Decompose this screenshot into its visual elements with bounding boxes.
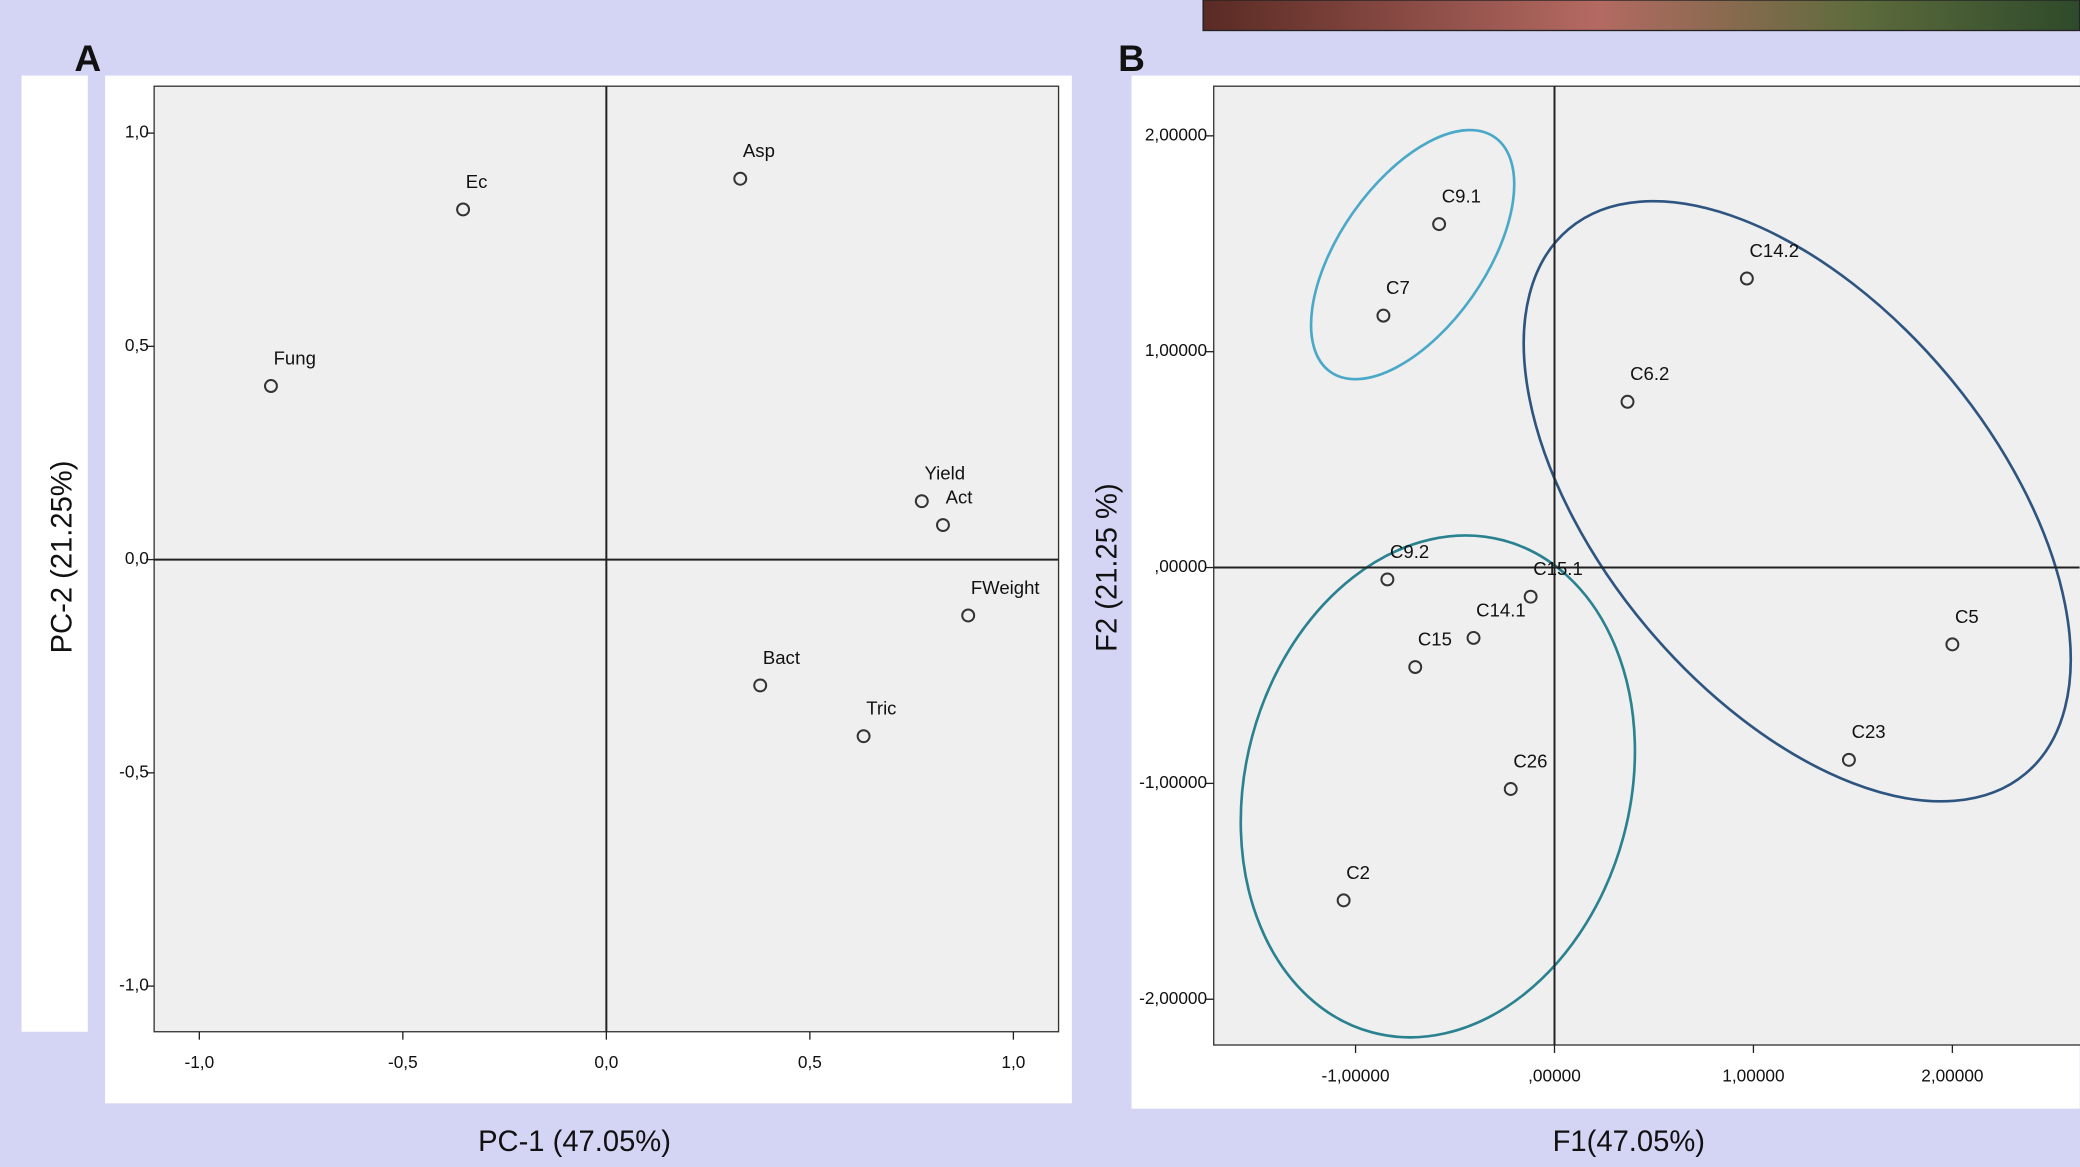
y-tick-label: -0,5 (119, 761, 149, 781)
x-tick-label: ,00000 (1528, 1065, 1581, 1085)
point-label: C9.1 (1442, 186, 1481, 207)
point-label: C26 (1513, 750, 1547, 771)
point-label: C15.1 (1533, 558, 1582, 579)
x-tick-label: -1,00000 (1322, 1065, 1390, 1085)
point-label: FWeight (971, 577, 1041, 598)
point-label: C14.1 (1476, 599, 1526, 620)
y-tick-label: -1,00000 (1139, 772, 1207, 792)
y-tick-label: 1,00000 (1145, 340, 1207, 360)
x-tick-label: 2,00000 (1921, 1065, 1983, 1085)
point-label: C15 (1418, 628, 1452, 649)
plot-area (1214, 86, 2080, 1045)
x-tick-label: -1,0 (184, 1052, 214, 1072)
point-label: Fung (274, 347, 316, 368)
page: {"chart_data": [ {"type": "scatter", "pa… (0, 0, 2080, 1167)
point-label: Ec (466, 171, 488, 192)
panel-label: A (74, 37, 101, 79)
point-label: Yield (924, 463, 965, 484)
point-label: Bact (763, 647, 801, 668)
point-label: C7 (1386, 277, 1410, 298)
x-tick-label: 1,00000 (1722, 1065, 1784, 1085)
y-tick-label: 2,00000 (1145, 124, 1207, 144)
panel-label: B (1118, 37, 1145, 79)
y-tick-label: -1,0 (119, 975, 149, 995)
y-tick-label: 0,5 (125, 335, 149, 355)
point-label: Asp (743, 140, 775, 161)
point-label: C23 (1852, 721, 1886, 742)
photo-strip (1203, 0, 2080, 31)
x-tick-label: 0,5 (798, 1052, 822, 1072)
y-axis-label: PC-2 (21.25%) (47, 461, 79, 654)
point-label: Act (946, 486, 974, 507)
x-tick-label: -0,5 (388, 1052, 418, 1072)
point-label: C6.2 (1630, 363, 1669, 384)
x-tick-label: 1,0 (1001, 1052, 1025, 1072)
x-tick-label: 0,0 (594, 1052, 618, 1072)
point-label: C14.2 (1750, 240, 1799, 261)
point-label: C9.2 (1390, 541, 1429, 562)
point-label: C2 (1346, 862, 1370, 883)
point-label: Tric (866, 698, 896, 719)
y-tick-label: 0,0 (125, 548, 149, 568)
y-tick-label: 1,0 (125, 122, 149, 142)
y-tick-label: -2,00000 (1139, 988, 1207, 1008)
figure: Ec Asp Fung YieldAct FWeight Bact Tric -1,0 -0,5… (0, 0, 2080, 1167)
x-axis-label: F1(47.05%) (1553, 1126, 1705, 1158)
point-label: C5 (1955, 606, 1979, 627)
y-tick-label: ,00000 (1154, 556, 1207, 576)
x-axis-label: PC-1 (47.05%) (478, 1126, 671, 1158)
y-axis-label: F2 (21.25 %) (1092, 483, 1124, 652)
